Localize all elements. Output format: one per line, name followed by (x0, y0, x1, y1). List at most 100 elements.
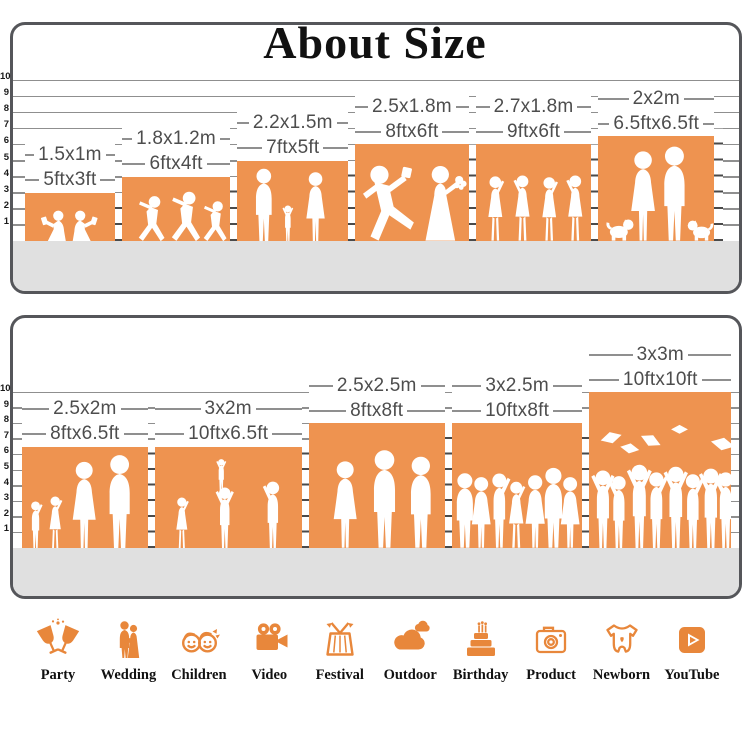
ruler-number-7ft: 7 (3, 119, 9, 131)
ruler-number-8ft: 8 (3, 103, 9, 115)
category-label: Outdoor (383, 667, 437, 683)
couple-dogs-silhouette (606, 147, 714, 241)
size-label-metric: 3x2m (154, 396, 302, 422)
backdrop-block (308, 423, 445, 548)
size-label-imperial: 5ftx3ft (25, 167, 115, 193)
backdrop-block (451, 423, 583, 548)
group-friends-silhouette (456, 468, 580, 548)
category-product: Product (519, 618, 583, 684)
divider-ruler-ticks (468, 144, 476, 241)
backdrop-block (237, 160, 349, 241)
ruler-number-3ft: 3 (3, 183, 9, 195)
ruler-number-2ft: 2 (3, 507, 9, 519)
backdrop-block (355, 144, 469, 241)
ruler-number-1ft: 1 (3, 523, 9, 535)
size-label-imperial: 10ftx8ft (451, 398, 583, 424)
category-party: Party (26, 618, 90, 684)
divider-ruler-ticks (348, 160, 356, 241)
category-label: Product (526, 667, 576, 683)
backdrop-block (25, 192, 115, 241)
size-label-metric: 1.5x1m (25, 142, 115, 168)
size-label-imperial: 6ftx4ft (121, 151, 231, 177)
size-label-metric: 2.5x1.8m (355, 94, 469, 120)
size-column-9ftx6ft: 2.7x1.8m 9ftx6ft (475, 94, 592, 241)
size-column-10ftx8ft: 3x2.5m 10ftx8ft (451, 373, 583, 548)
category-video: Video (237, 618, 301, 684)
family-lift-silhouette (175, 458, 279, 548)
ruler-number-1ft: 1 (3, 215, 9, 227)
right-ruler-ticks (714, 128, 724, 241)
birthday-icon (466, 621, 495, 656)
page-title: About Size (263, 17, 487, 68)
divider-ruler-ticks (114, 192, 122, 241)
kids-reading-silhouette (40, 210, 98, 241)
size-label-imperial: 6.5ftx6.5ft (598, 111, 715, 137)
gridline-10ft (13, 79, 739, 81)
size-label-metric: 1.8x1.2m (121, 126, 231, 152)
category-label: Party (40, 667, 76, 683)
graduation-silhouette (591, 424, 732, 548)
wedding-icon (120, 621, 140, 658)
category-label: Wedding (100, 667, 157, 683)
size-column-7ftx5ft: 2.2x1.5m 7ftx5ft (237, 110, 349, 241)
video-icon (256, 623, 288, 650)
size-column-6.5ftx6.5ft: 2x2m 6.5ftx6.5ft (598, 86, 715, 241)
outdoor-icon (394, 620, 430, 650)
three-adults-silhouette (333, 450, 431, 548)
size-label-imperial: 10ftx10ft (589, 367, 732, 392)
panel-bottom: 2.5x2m 8ftx6.5ft 3x2m 10ftx6.5ft 2.5x2.5m 8ft… (10, 315, 742, 599)
wedding-couple-silhouette (363, 166, 467, 241)
panel-top: 1.5x1m 5ftx3ft 1.8x1.2m 6ftx4ft 2.2x1.5m 7ftx… (10, 22, 742, 294)
divider-ruler-ticks (147, 446, 155, 548)
size-column-6ftx4ft: 1.8x1.2m 6ftx4ft (121, 126, 231, 241)
ruler-number-4ft: 4 (3, 476, 9, 488)
category-birthday: Birthday (449, 618, 513, 684)
youtube-icon (678, 627, 705, 653)
dancing-girls-silhouette (487, 175, 582, 241)
size-label-metric: 2.5x2m (22, 396, 148, 422)
divider-ruler-ticks (301, 446, 309, 548)
category-children: Children (167, 618, 231, 684)
size-label-imperial: 8ftx8ft (308, 398, 445, 424)
party-icon (36, 618, 80, 654)
category-label: Children (171, 667, 227, 683)
size-label-imperial: 7ftx5ft (237, 135, 349, 161)
backdrop-block (475, 144, 592, 241)
size-column-8ftx6.5ft: 2.5x2m 8ftx6.5ft (22, 396, 148, 548)
divider-ruler-ticks (444, 423, 452, 548)
size-label-metric: 3x2.5m (451, 373, 583, 399)
product-icon (535, 626, 567, 654)
size-label-imperial: 8ftx6.5ft (22, 421, 148, 447)
size-columns: 1.5x1m 5ftx3ft 1.8x1.2m 6ftx4ft 2.2x1.5m 7ftx… (25, 86, 724, 241)
family-four-silhouette (31, 454, 130, 548)
size-column-5ftx3ft: 1.5x1m 5ftx3ft (25, 142, 115, 241)
backdrop-block (589, 392, 732, 548)
category-label: Newborn (592, 667, 651, 683)
divider-ruler-ticks (230, 176, 238, 241)
size-label-imperial: 8ftx6ft (355, 119, 469, 145)
ruler-number-5ft: 5 (3, 461, 9, 472)
size-column-10ftx10ft: 3x3m 10ftx10ft (589, 342, 732, 548)
category-youtube: YouTube (660, 618, 724, 684)
kids-running-silhouette (138, 191, 227, 241)
ruler-number-10ft: 10 (0, 71, 11, 82)
ruler-number-8ft: 8 (3, 414, 9, 426)
category-label: Video (251, 667, 288, 683)
size-column-8ftx6ft: 2.5x1.8m 8ftx6ft (355, 94, 469, 241)
backdrop-block (22, 446, 148, 548)
size-label-imperial: 10ftx6.5ft (154, 421, 302, 447)
festival-icon (326, 622, 354, 656)
ruler-number-9ft: 9 (3, 398, 9, 410)
category-label: Festival (315, 667, 364, 683)
size-label-metric: 3x3m (589, 342, 732, 367)
size-label-metric: 2.2x1.5m (237, 110, 349, 136)
ruler-number-6ft: 6 (3, 445, 9, 457)
ruler-number-5ft: 5 (3, 151, 9, 163)
size-columns: 2.5x2m 8ftx6.5ft 3x2m 10ftx6.5ft 2.5x2.5m 8ft… (22, 342, 732, 548)
size-label-imperial: 9ftx6ft (475, 119, 592, 145)
family-walk-silhouette (256, 168, 325, 241)
ruler-number-9ft: 9 (3, 87, 9, 99)
divider-ruler-ticks (591, 144, 599, 241)
size-column-8ftx8ft: 2.5x2.5m 8ftx8ft (308, 373, 445, 548)
divider-ruler-ticks (582, 423, 590, 548)
